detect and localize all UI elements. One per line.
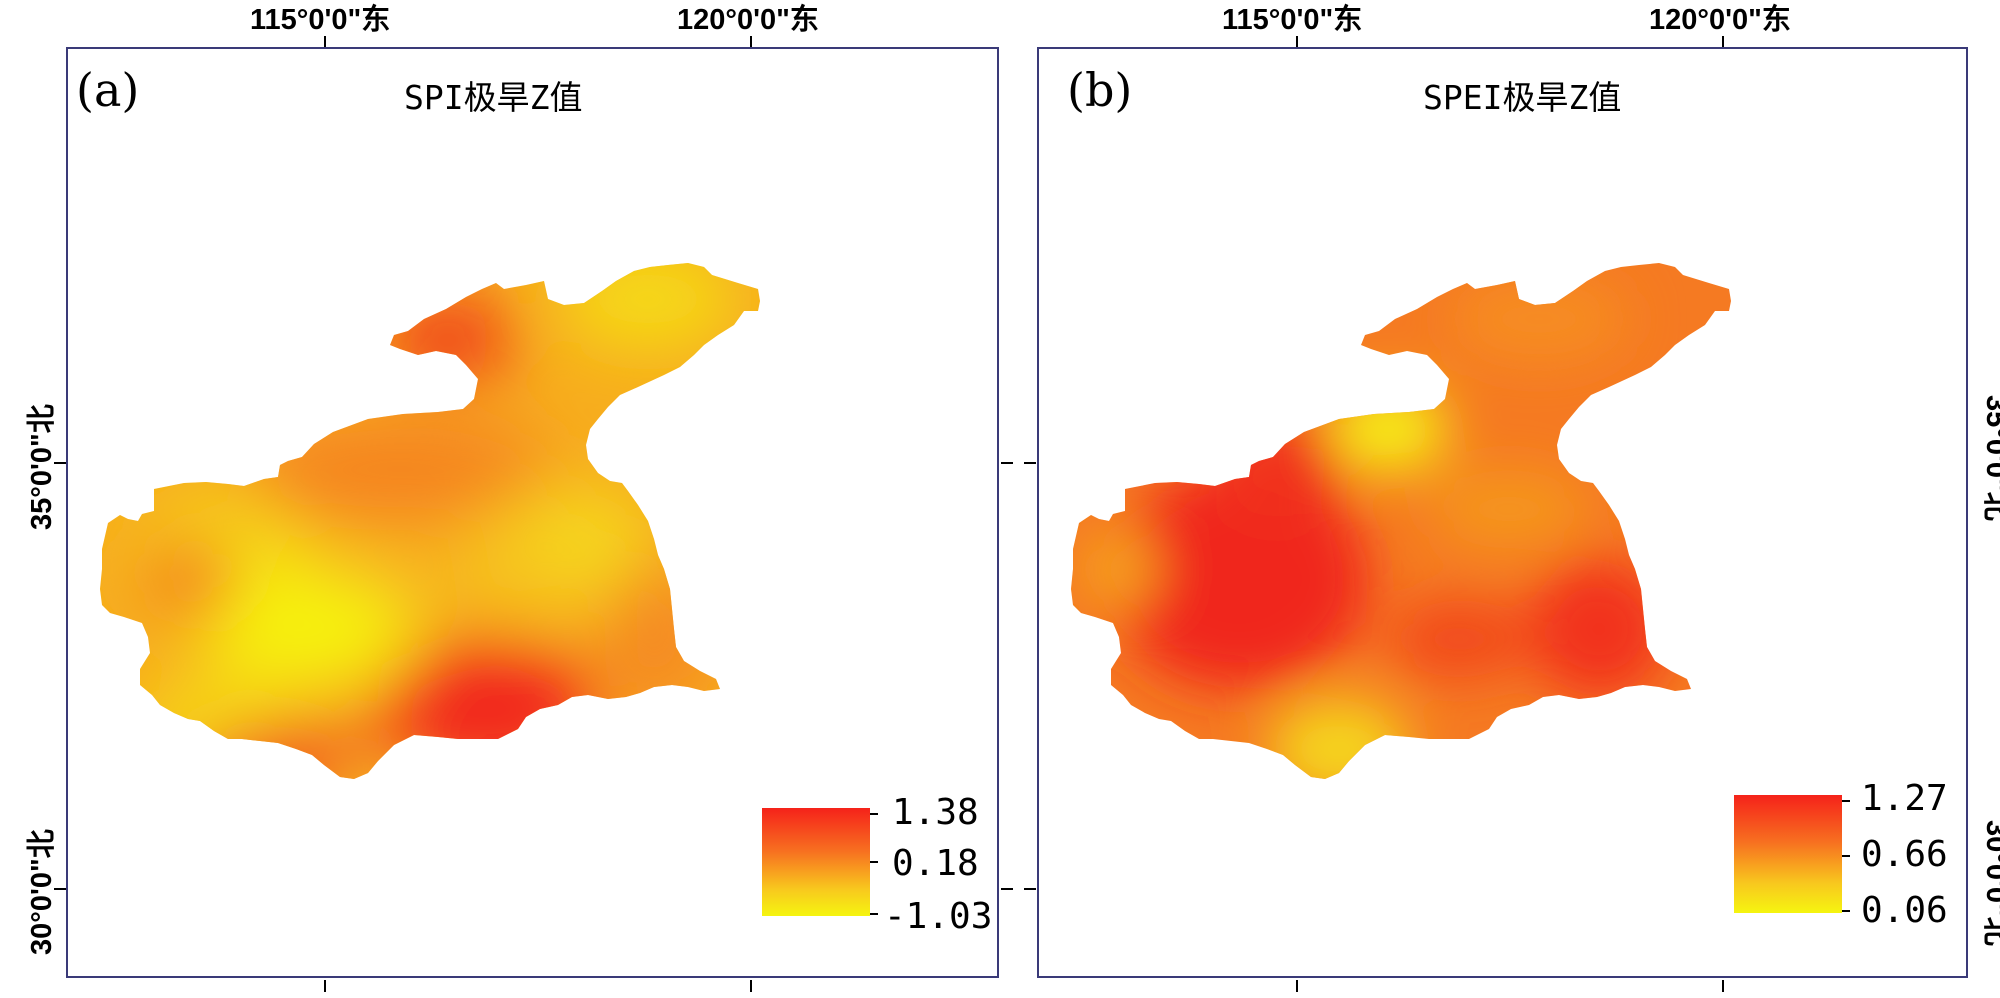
legend-tick-min-a: [870, 913, 878, 915]
lat-label-35: 35°0'0"北: [26, 404, 58, 530]
lat-label-30-right: 30°0'0"北: [1980, 820, 2000, 946]
legend-tick-min-b: [1842, 910, 1850, 912]
lat-label-30: 30°0'0"北: [26, 829, 58, 955]
lat-tick-left-35: [54, 462, 66, 464]
legend-colorbar-b: [1734, 795, 1842, 913]
lon-label-115-a: 115°0'0"东: [250, 4, 391, 36]
lat-label-35-right: 35°0'0"北: [1980, 395, 2000, 521]
lat-tick-left-30: [54, 888, 66, 890]
map-panel-spei: (b) SPEI极旱Z值 1.27 0.66 0.06: [1037, 47, 1968, 978]
legend-tick-max-b: [1842, 800, 1850, 802]
lat-tick-mid-35-a: [1001, 462, 1013, 464]
lon-tick-top-120-b: [1722, 36, 1724, 48]
legend-max-a: 1.38: [892, 792, 979, 833]
panel-label-a: (a): [76, 63, 140, 117]
spi-map-svg: [100, 263, 760, 779]
legend-min-b: 0.06: [1861, 890, 1948, 931]
legend-tick-max-a: [870, 813, 878, 815]
lon-tick-top-120-a: [750, 36, 752, 48]
legend-tick-mid-b: [1842, 855, 1850, 857]
lon-tick-top-115-b: [1296, 36, 1298, 48]
lon-tick-bottom-115-a: [324, 980, 326, 992]
panel-title-b: SPEI极旱Z值: [1423, 78, 1622, 117]
panel-title-a: SPI极旱Z值: [404, 78, 583, 117]
lon-tick-bottom-120-a: [750, 980, 752, 992]
lon-tick-bottom-120-b: [1722, 980, 1724, 992]
lon-label-120-a: 120°0'0"东: [677, 4, 819, 36]
legend-tick-mid-a: [870, 861, 878, 863]
lat-tick-mid-35-b: [1024, 462, 1036, 464]
legend-mid-a: 0.18: [892, 843, 979, 884]
lat-tick-mid-30-b: [1024, 888, 1036, 890]
lon-label-115-b: 115°0'0"东: [1222, 4, 1363, 36]
lat-tick-mid-30-a: [1001, 888, 1013, 890]
legend-colorbar-a: [762, 808, 870, 916]
legend-mid-b: 0.66: [1861, 834, 1948, 875]
panel-label-b: (b): [1067, 63, 1133, 117]
map-panel-spi: (a) SPI极旱Z值 1.38 0.18 -1.03: [66, 47, 999, 978]
spei-map-svg: [1071, 263, 1731, 779]
lon-label-120-b: 120°0'0"东: [1649, 4, 1791, 36]
lon-tick-bottom-115-b: [1296, 980, 1298, 992]
legend-min-a: -1.03: [884, 896, 993, 937]
lon-tick-top-115-a: [324, 36, 326, 48]
legend-max-b: 1.27: [1861, 778, 1948, 819]
